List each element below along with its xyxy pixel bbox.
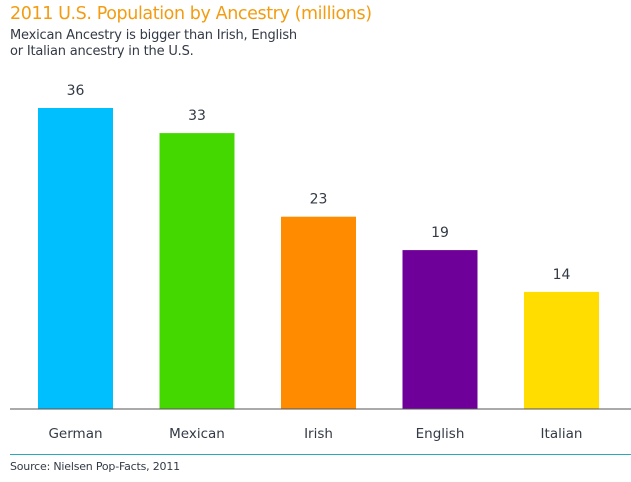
value-label-german: 36 <box>67 83 85 99</box>
chart-title: 2011 U.S. Population by Ancestry (millio… <box>10 4 372 24</box>
category-label-italian: Italian <box>541 426 583 442</box>
value-labels-group: 36 33 23 19 14 <box>67 83 571 283</box>
value-label-irish: 23 <box>310 192 328 208</box>
bar-italian <box>524 291 599 409</box>
source-note: Source: Nielsen Pop-Facts, 2011 <box>10 460 180 473</box>
category-label-german: German <box>48 426 102 442</box>
bar-english <box>402 250 478 409</box>
value-label-italian: 14 <box>553 267 571 283</box>
bar-german <box>38 108 113 409</box>
category-label-english: English <box>416 426 465 442</box>
bar-mexican <box>159 133 235 409</box>
category-label-irish: Irish <box>304 426 333 442</box>
category-labels-group: German Mexican Irish English Italian <box>48 426 582 442</box>
chart-subtitle: Mexican Ancestry is bigger than Irish, E… <box>10 28 410 60</box>
bar-irish <box>281 216 356 409</box>
subtitle-line-1: Mexican Ancestry is bigger than Irish, E… <box>10 28 297 43</box>
value-label-mexican: 33 <box>188 108 206 124</box>
bars-group <box>38 108 599 409</box>
category-label-mexican: Mexican <box>169 426 225 442</box>
value-label-english: 19 <box>431 225 449 241</box>
subtitle-line-2: or Italian ancestry in the U.S. <box>10 44 194 59</box>
